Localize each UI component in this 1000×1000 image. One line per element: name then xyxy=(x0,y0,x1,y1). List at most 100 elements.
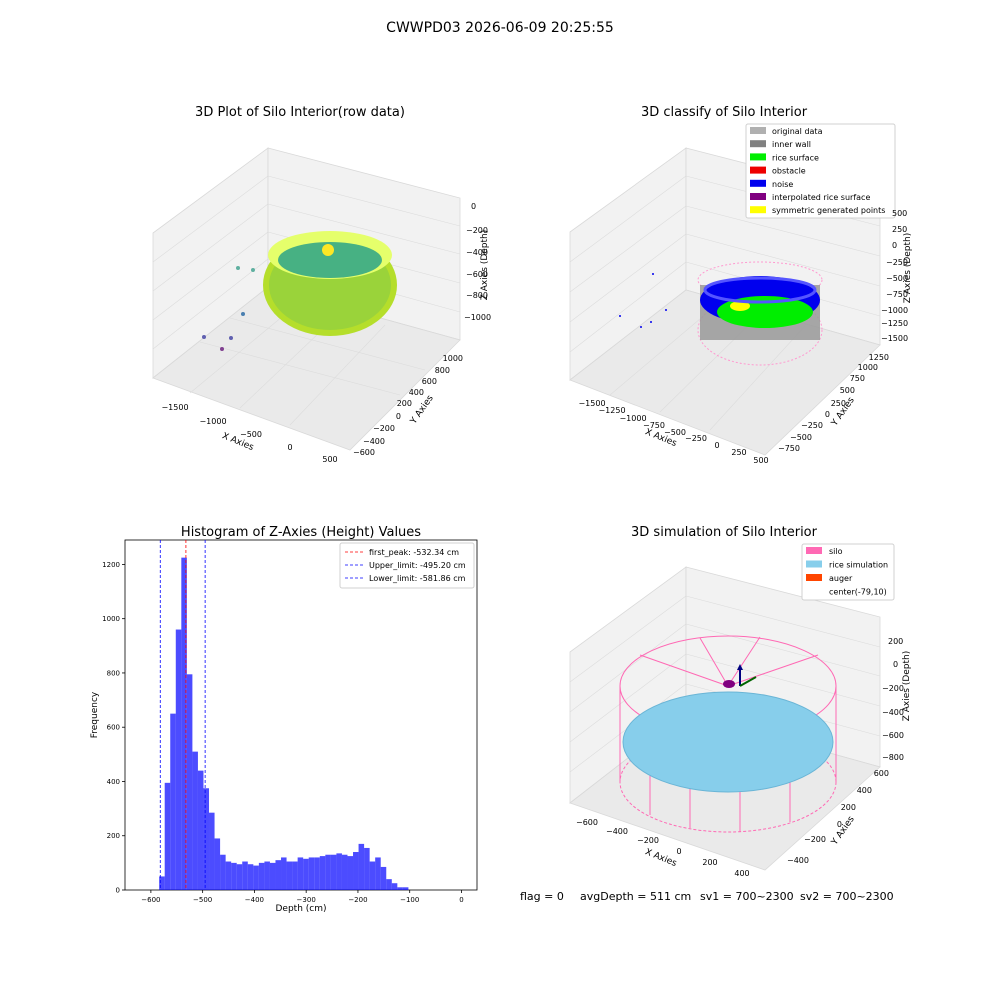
hist-bar xyxy=(325,854,331,890)
svg-text:−500: −500 xyxy=(886,274,908,283)
hist-bar xyxy=(192,751,198,890)
hist-x-tick-label: −500 xyxy=(193,896,212,904)
svg-text:−200: −200 xyxy=(466,226,488,235)
panel-histogram: Histogram of Z-Axies (Height) Values −60… xyxy=(90,525,478,914)
hist-bar xyxy=(380,866,387,890)
hist-bar xyxy=(253,865,259,890)
hist-bar xyxy=(209,812,215,890)
raw-point-cloud xyxy=(202,231,397,351)
hist-bar xyxy=(330,854,337,890)
raw-ticks: −1500 −1000 −500 0 500 −600 −400 −200 0 … xyxy=(161,202,491,464)
classify-legend-label: inner wall xyxy=(772,140,811,149)
svg-text:−250: −250 xyxy=(685,434,707,443)
raw-ylabel: Y Axies xyxy=(408,393,436,426)
svg-text:500: 500 xyxy=(892,209,907,218)
raw-zlabel: Z Axies (Depth) xyxy=(480,230,490,301)
panel-classify-3d: 3D classify of Silo Interior xyxy=(569,105,913,465)
hist-bar xyxy=(247,864,254,890)
svg-text:−400: −400 xyxy=(882,708,904,717)
svg-text:−1500: −1500 xyxy=(161,403,188,412)
svg-text:250: 250 xyxy=(731,448,746,457)
svg-text:−600: −600 xyxy=(576,818,598,827)
classify-noise-top xyxy=(703,276,817,304)
svg-text:0: 0 xyxy=(676,847,681,856)
svg-text:0: 0 xyxy=(825,410,830,419)
hist-y-tick-label: 800 xyxy=(107,669,120,677)
hist-bar xyxy=(175,629,182,890)
hist-legend-label: Lower_limit: -581.86 cm xyxy=(369,574,466,583)
svg-text:500: 500 xyxy=(322,455,337,464)
svg-text:−500: −500 xyxy=(240,430,262,439)
sim-legend-label: silo xyxy=(829,547,843,556)
hist-y-tick-label: 1000 xyxy=(102,615,120,623)
hist-legend-label: first_peak: -532.34 cm xyxy=(369,548,459,557)
sim-legend-swatch xyxy=(806,547,822,554)
classify-legend-label: rice surface xyxy=(772,153,819,162)
status-footer: flag = 0 avgDepth = 511 cm sv1 = 700~230… xyxy=(520,890,894,903)
sim-legend-label: auger xyxy=(829,574,853,583)
panel-raw-3d: 3D Plot of Silo Interior(row data) −1500 xyxy=(152,105,491,464)
svg-text:−200: −200 xyxy=(882,684,904,693)
hist-bar xyxy=(358,843,365,890)
raw-cloud-peak xyxy=(322,244,334,256)
svg-text:−1000: −1000 xyxy=(619,414,646,423)
hist-bar xyxy=(258,862,265,890)
hist-bar xyxy=(369,861,376,890)
hist-x-tick-label: −300 xyxy=(297,896,316,904)
panel-simulation-title: 3D simulation of Silo Interior xyxy=(631,525,818,540)
classify-wire-top xyxy=(697,261,823,299)
hist-x-tick-label: 0 xyxy=(459,896,463,904)
hist-x-tick-label: −200 xyxy=(348,896,367,904)
svg-text:−400: −400 xyxy=(606,827,628,836)
svg-text:−400: −400 xyxy=(787,856,809,865)
classify-ticks: −1500 −1250 −1000 −750 −500 −250 0 250 5… xyxy=(578,209,908,465)
svg-text:−1000: −1000 xyxy=(464,313,491,322)
hist-bar xyxy=(220,854,226,890)
footer-sv2: sv2 = 700~2300 xyxy=(800,890,894,903)
figure-suptitle: CWWPD03 2026-06-09 20:25:55 xyxy=(386,20,614,36)
sim-legend: silo rice simulation auger center(-79,10) xyxy=(801,543,895,601)
hist-bar xyxy=(225,861,232,890)
footer-avgdepth: avgDepth = 511 cm xyxy=(580,890,691,903)
svg-text:0: 0 xyxy=(837,820,842,829)
hist-bar xyxy=(214,838,221,890)
hist-ylabel: Frequency xyxy=(90,691,100,738)
hist-y-tick-label: 1200 xyxy=(102,561,120,569)
hist-title: Histogram of Z-Axies (Height) Values xyxy=(181,525,421,540)
svg-text:200: 200 xyxy=(841,803,856,812)
hist-x-tick-label: −100 xyxy=(400,896,419,904)
hist-bar xyxy=(264,861,270,890)
hist-bar xyxy=(236,864,243,890)
svg-text:800: 800 xyxy=(435,366,450,375)
svg-text:500: 500 xyxy=(840,386,855,395)
sim-xlabel: X Axies xyxy=(643,847,678,869)
hist-bar xyxy=(386,879,392,890)
svg-text:−1250: −1250 xyxy=(881,319,908,328)
hist-bar xyxy=(314,857,320,890)
hist-bar xyxy=(308,857,315,890)
svg-text:−1000: −1000 xyxy=(199,417,226,426)
hist-bar xyxy=(319,856,326,890)
hist-legend: first_peak: -532.34 cm Upper_limit: -495.… xyxy=(339,542,475,589)
hist-bar xyxy=(397,887,403,890)
svg-text:0: 0 xyxy=(892,241,897,250)
hist-y-tick-label: 400 xyxy=(107,778,120,786)
svg-text:−250: −250 xyxy=(886,258,908,267)
svg-text:−200: −200 xyxy=(637,836,659,845)
classify-legend-swatch xyxy=(750,193,766,200)
classify-legend-label: original data xyxy=(772,127,823,136)
hist-vlines xyxy=(159,540,206,890)
hist-bar xyxy=(341,854,348,890)
svg-text:200: 200 xyxy=(397,399,412,408)
footer-flag: flag = 0 xyxy=(520,890,564,903)
panel-simulation-3d: 3D simulation of Silo Interior xyxy=(569,525,912,878)
hist-bar xyxy=(303,858,309,890)
hist-bar xyxy=(170,713,176,890)
classify-legend-swatch xyxy=(750,140,766,148)
sim-ticks: −600 −400 −200 0 200 400 −400 −200 0 200… xyxy=(576,637,904,878)
hist-bar xyxy=(402,887,409,890)
svg-text:−600: −600 xyxy=(353,448,375,457)
raw-cloud-inner xyxy=(278,242,382,278)
svg-text:250: 250 xyxy=(892,225,907,234)
svg-text:−1500: −1500 xyxy=(578,399,605,408)
